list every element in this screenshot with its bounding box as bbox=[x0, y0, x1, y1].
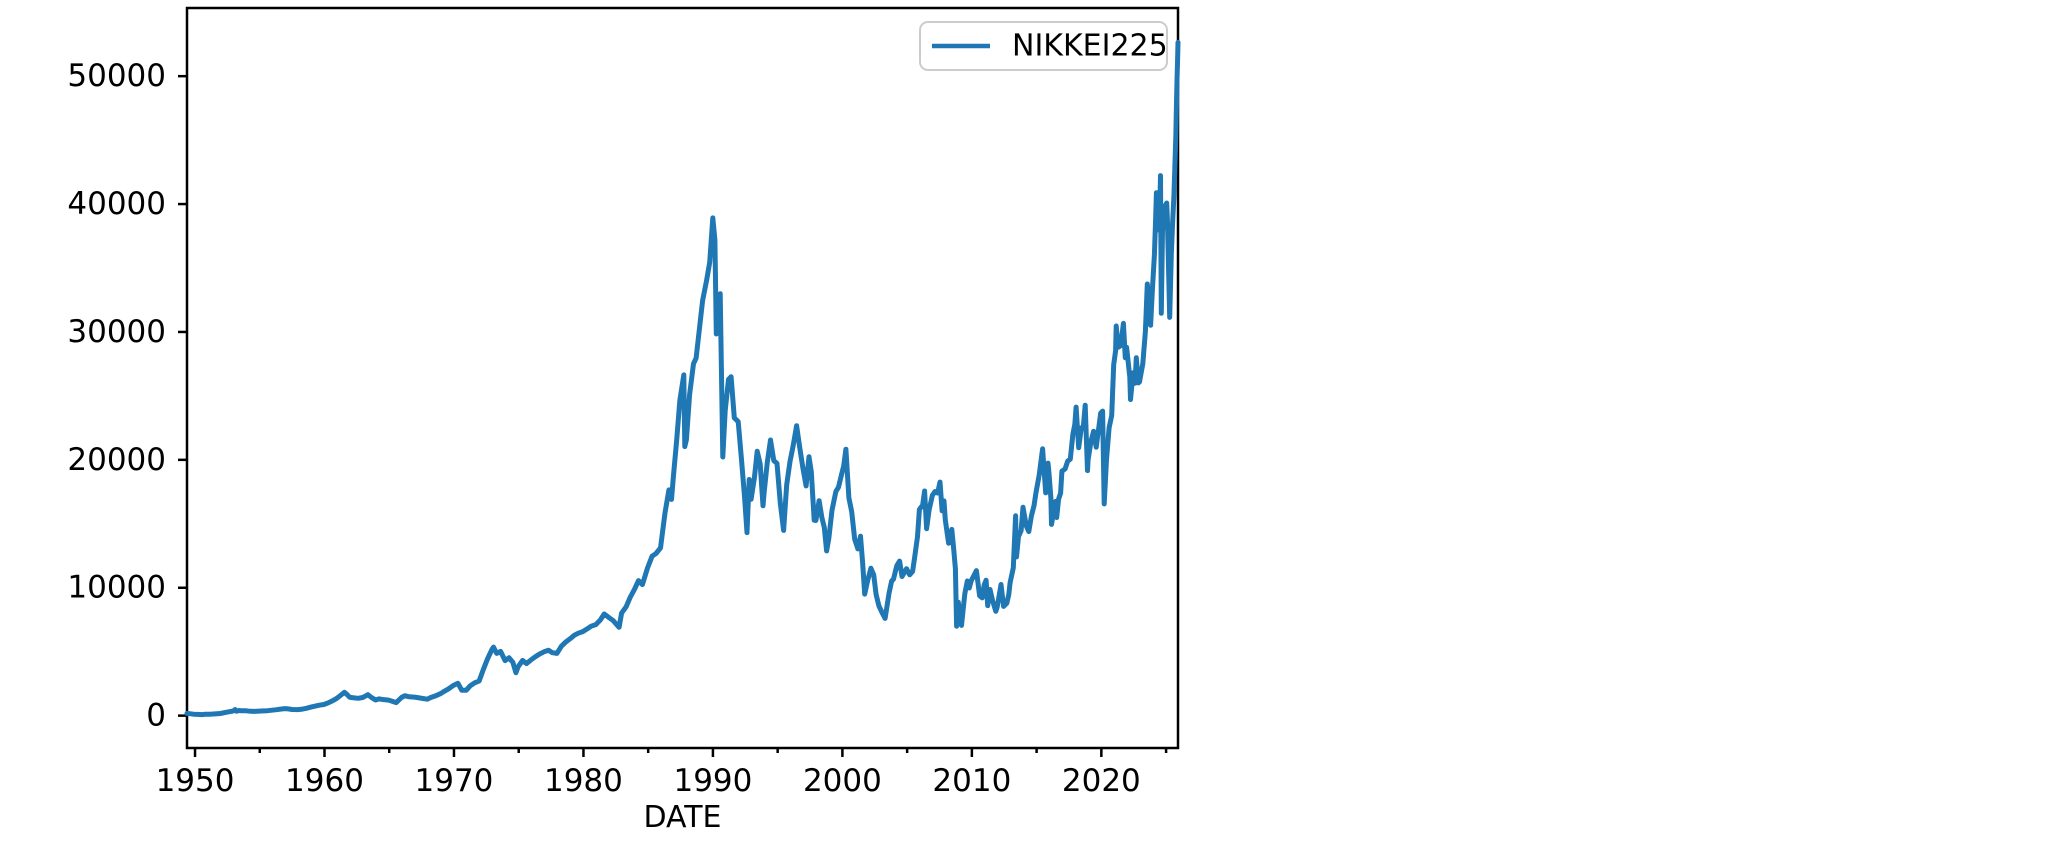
y-axis-tick-label: 30000 bbox=[67, 314, 166, 350]
x-axis-tick-label: 1960 bbox=[285, 763, 364, 799]
y-axis-tick-label: 0 bbox=[146, 698, 166, 734]
x-axis-tick-label: 1950 bbox=[156, 763, 235, 799]
x-axis-tick-label: 1990 bbox=[673, 763, 752, 799]
y-axis-tick-label: 20000 bbox=[67, 442, 166, 478]
y-axis-tick-label: 50000 bbox=[67, 58, 166, 94]
x-axis-label: DATE bbox=[643, 800, 721, 835]
x-axis-tick-label: 2000 bbox=[803, 763, 882, 799]
legend-label: NIKKEI225 bbox=[1012, 29, 1168, 64]
x-axis-tick-label: 1970 bbox=[415, 763, 494, 799]
y-axis-tick-label: 10000 bbox=[67, 570, 166, 606]
y-axis-tick-label: 40000 bbox=[67, 186, 166, 222]
x-axis-tick-label: 2010 bbox=[932, 763, 1011, 799]
legend: NIKKEI225 bbox=[919, 21, 1168, 71]
x-axis-tick-label: 2020 bbox=[1062, 763, 1141, 799]
legend-box bbox=[919, 21, 1168, 71]
nikkei225-series-line bbox=[184, 39, 1181, 718]
x-axis-tick-label: 1980 bbox=[544, 763, 623, 799]
plot-area bbox=[185, 6, 1180, 750]
